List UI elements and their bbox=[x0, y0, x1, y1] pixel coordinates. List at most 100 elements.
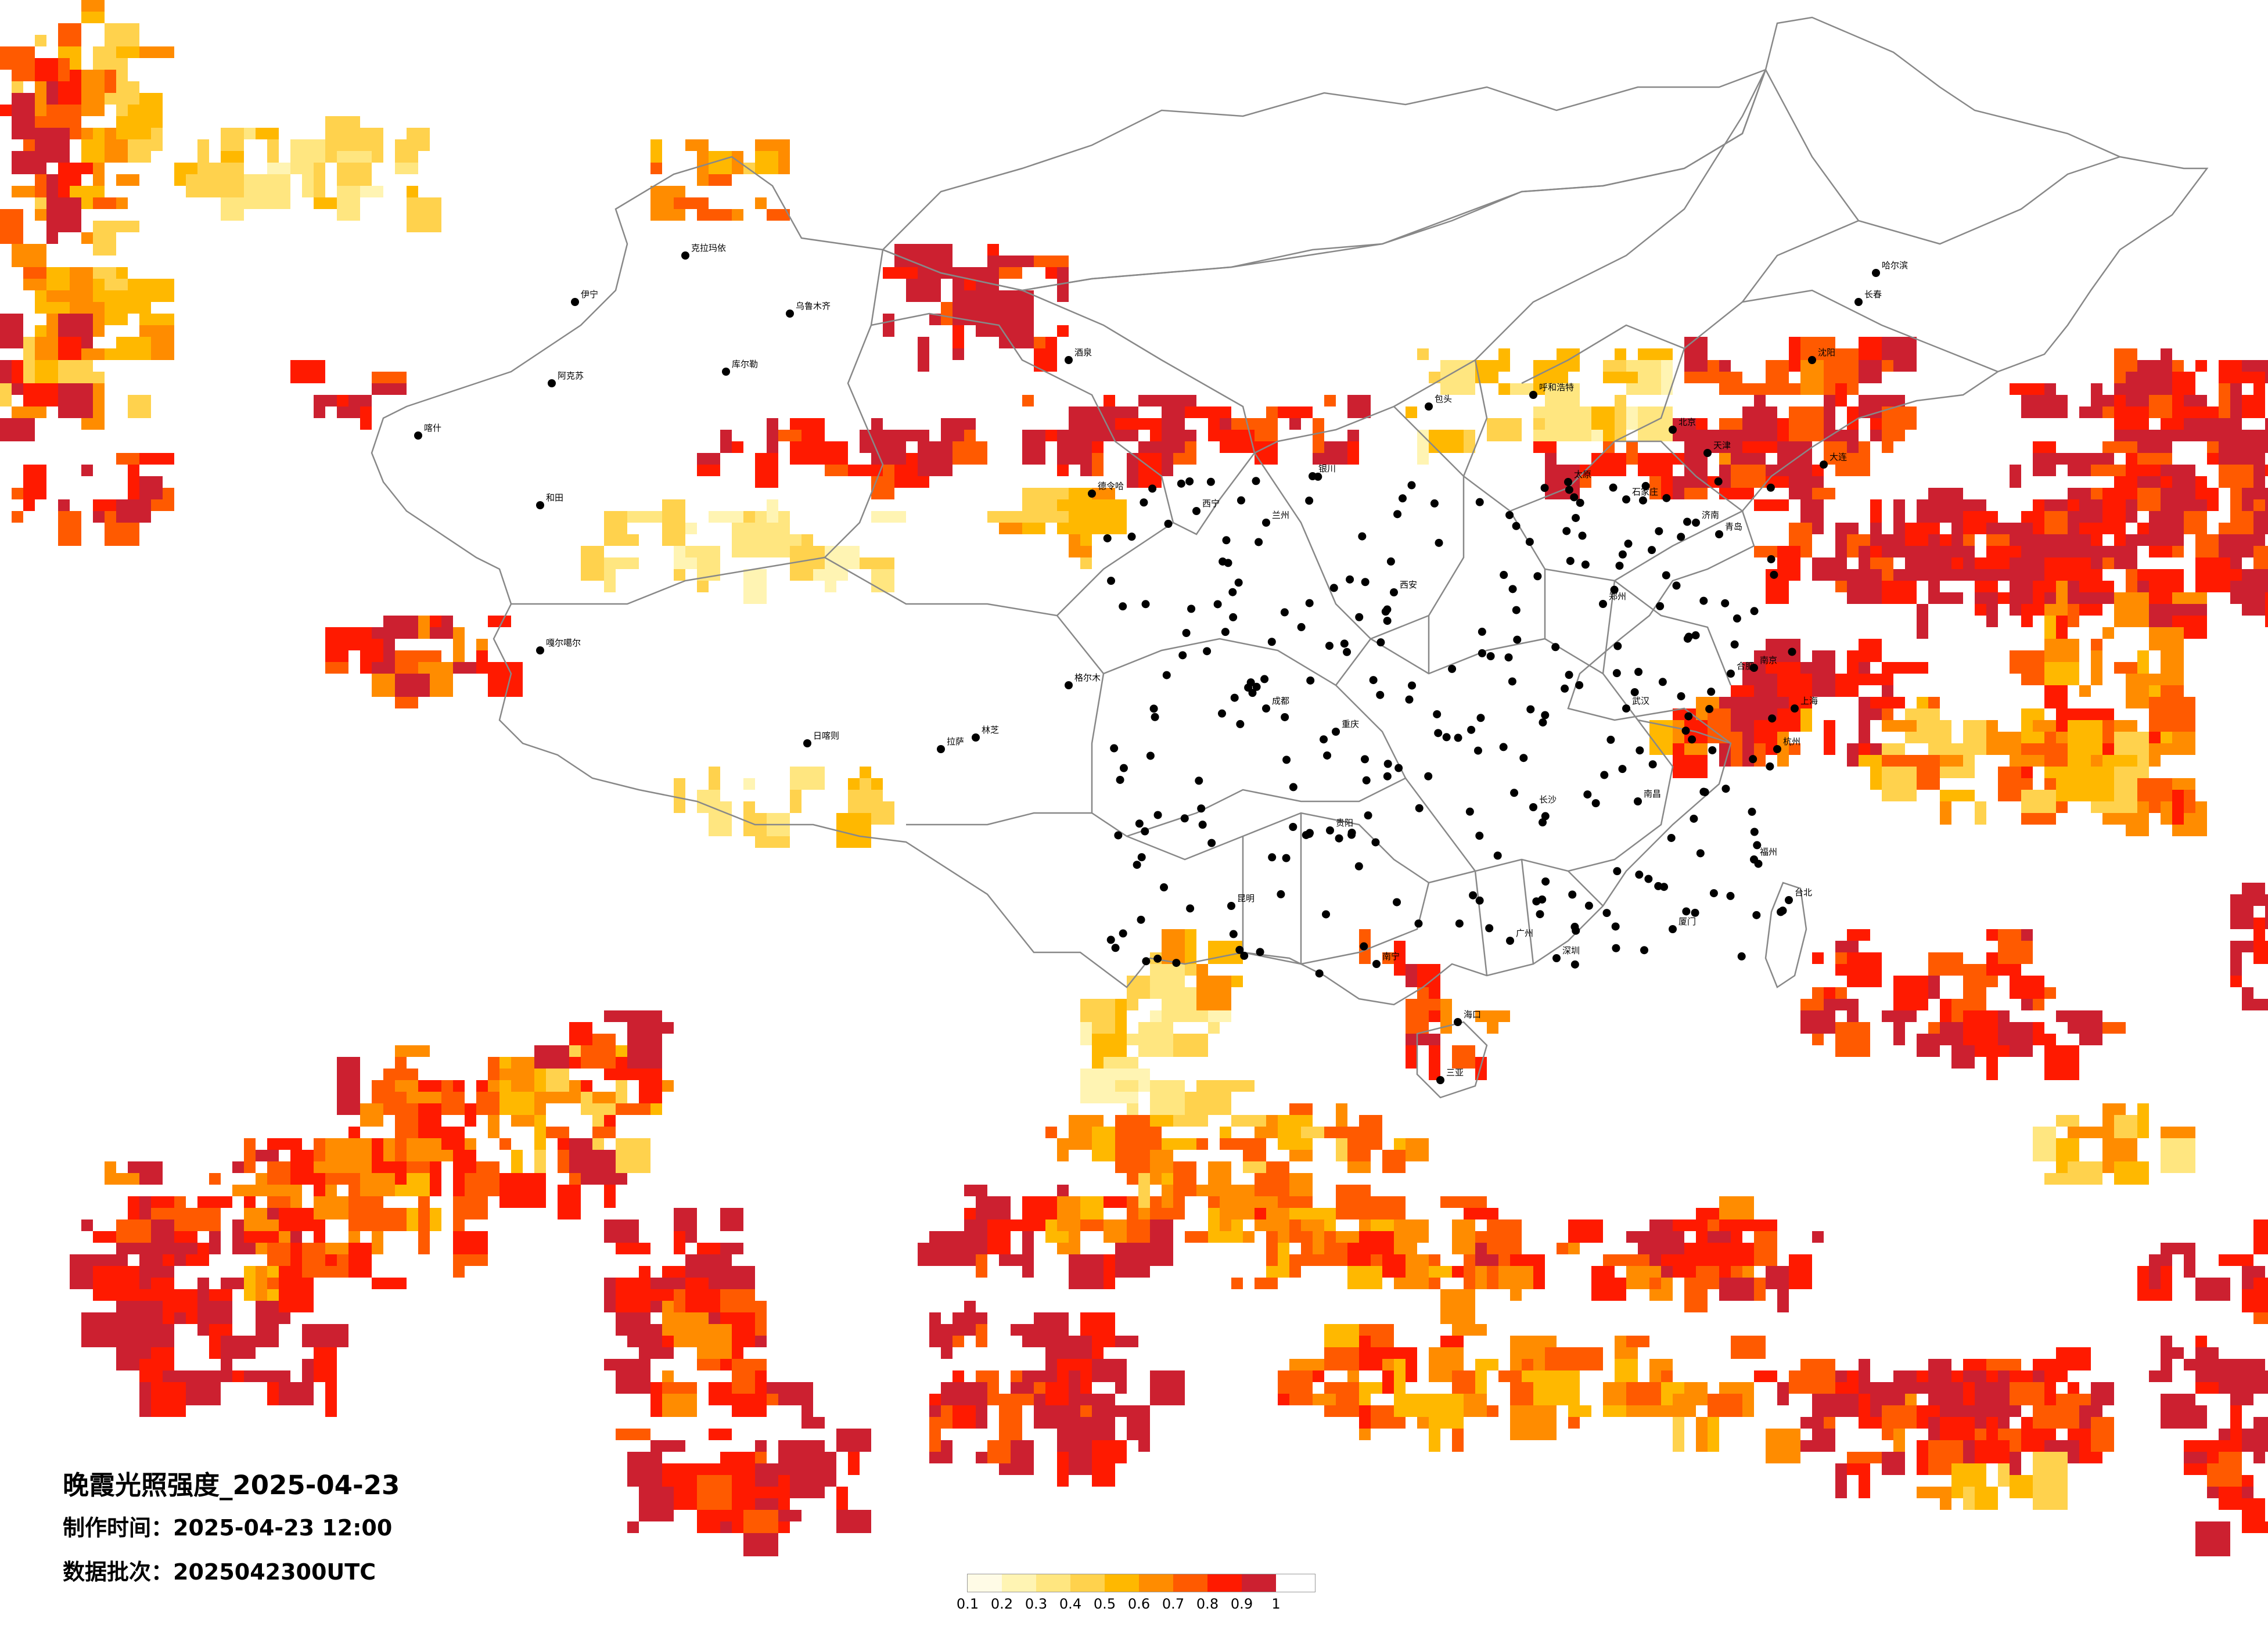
intensity-cell bbox=[2172, 546, 2184, 557]
city-dot bbox=[1153, 954, 1162, 963]
intensity-cell bbox=[1882, 743, 1905, 755]
intensity-cell bbox=[1289, 418, 1301, 430]
intensity-cell bbox=[197, 1243, 209, 1266]
intensity-cell bbox=[1766, 1429, 1800, 1463]
intensity-cell bbox=[790, 1440, 813, 1475]
intensity-cell bbox=[35, 302, 70, 314]
intensity-cell bbox=[1266, 1231, 1278, 1266]
intensity-cell bbox=[1626, 1231, 1638, 1243]
intensity-cell bbox=[1777, 546, 1800, 581]
city-dot bbox=[1228, 588, 1237, 596]
intensity-cell bbox=[2230, 534, 2253, 557]
intensity-cell bbox=[2056, 1115, 2079, 1127]
city-dot bbox=[1753, 841, 1762, 850]
intensity-cell bbox=[2195, 534, 2219, 557]
intensity-cell bbox=[1742, 383, 1777, 395]
intensity-cell bbox=[465, 1103, 476, 1127]
intensity-cell bbox=[836, 813, 871, 848]
intensity-cell bbox=[372, 383, 407, 395]
legend-swatch bbox=[1036, 1574, 1070, 1592]
intensity-cell bbox=[70, 174, 81, 186]
intensity-cell bbox=[1940, 1498, 1951, 1510]
intensity-cell bbox=[488, 616, 511, 627]
city-dot bbox=[1570, 960, 1579, 969]
intensity-cell bbox=[1406, 1394, 1440, 1417]
intensity-cell bbox=[267, 1196, 290, 1208]
city-dot bbox=[1669, 925, 1677, 933]
intensity-cell bbox=[1870, 697, 1905, 708]
intensity-cell bbox=[2102, 406, 2114, 418]
intensity-cell bbox=[2021, 813, 2056, 825]
intensity-cell bbox=[1638, 453, 1673, 476]
intensity-cell bbox=[1417, 1417, 1429, 1429]
city-dot bbox=[1667, 833, 1676, 842]
intensity-cell bbox=[1998, 767, 2021, 801]
intensity-cell bbox=[732, 1510, 743, 1533]
intensity-cell bbox=[151, 1382, 186, 1417]
intensity-cell bbox=[1859, 569, 1870, 604]
intensity-cell bbox=[1719, 1196, 1754, 1220]
intensity-cell bbox=[1487, 1220, 1510, 1254]
intensity-cell bbox=[58, 337, 81, 360]
city-dot bbox=[1768, 714, 1777, 723]
intensity-cell bbox=[1847, 999, 1859, 1022]
intensity-cell bbox=[1127, 1127, 1162, 1150]
intensity-cell bbox=[1708, 1231, 1731, 1243]
intensity-cell bbox=[418, 650, 430, 662]
city-dot bbox=[1230, 693, 1239, 702]
intensity-cell bbox=[476, 1092, 499, 1115]
city-dot bbox=[1164, 519, 1173, 528]
intensity-cell bbox=[1382, 1208, 1394, 1220]
intensity-cell bbox=[1557, 1243, 1568, 1254]
intensity-cell bbox=[569, 1034, 592, 1045]
intensity-cell bbox=[81, 70, 105, 93]
city-label: 乌鲁木齐 bbox=[796, 301, 831, 311]
city-dot bbox=[1106, 936, 1115, 944]
intensity-cell bbox=[395, 1138, 407, 1161]
city-dot bbox=[1699, 787, 1708, 796]
intensity-cell bbox=[511, 1057, 534, 1092]
intensity-cell bbox=[2230, 383, 2242, 418]
city-dot bbox=[1360, 755, 1369, 764]
city-dot bbox=[1750, 664, 1758, 672]
intensity-cell bbox=[987, 256, 999, 290]
intensity-cell bbox=[105, 221, 139, 232]
city-dot bbox=[1504, 653, 1513, 662]
intensity-cell bbox=[1498, 383, 1510, 395]
intensity-cell bbox=[836, 1429, 871, 1452]
city-dot bbox=[1237, 496, 1245, 505]
intensity-cell bbox=[1928, 697, 1940, 708]
city-dot bbox=[1570, 923, 1579, 931]
intensity-cell bbox=[325, 1382, 337, 1417]
city-dot bbox=[1305, 599, 1314, 607]
intensity-cell bbox=[290, 1231, 302, 1243]
intensity-cell bbox=[1812, 488, 1835, 499]
city-label: 阿克苏 bbox=[558, 370, 584, 381]
intensity-cell bbox=[1533, 1266, 1545, 1289]
city-dot bbox=[1137, 853, 1146, 862]
intensity-cell bbox=[1115, 1080, 1138, 1092]
city-label: 昆明 bbox=[1237, 893, 1255, 904]
intensity-cell bbox=[2056, 395, 2068, 418]
intensity-cell bbox=[93, 163, 105, 186]
intensity-cell bbox=[314, 1196, 348, 1220]
intensity-cell bbox=[1324, 1324, 1359, 1347]
intensity-cell bbox=[1429, 1417, 1440, 1452]
intensity-cell bbox=[2102, 441, 2137, 453]
intensity-cell bbox=[1092, 1440, 1127, 1463]
intensity-cell bbox=[116, 267, 128, 279]
intensity-cell bbox=[697, 453, 720, 465]
intensity-cell bbox=[685, 546, 720, 557]
city-dot bbox=[1381, 607, 1390, 616]
intensity-cell bbox=[650, 1440, 685, 1452]
intensity-cell bbox=[2207, 1289, 2230, 1301]
intensity-cell bbox=[1289, 1254, 1301, 1278]
city-dot bbox=[803, 739, 811, 747]
intensity-cell bbox=[348, 1127, 360, 1138]
city-dot bbox=[1386, 557, 1395, 566]
intensity-cell bbox=[1022, 1324, 1034, 1347]
intensity-cell bbox=[2114, 546, 2137, 569]
intensity-cell bbox=[93, 372, 105, 383]
intensity-cell bbox=[1940, 790, 1975, 801]
city-dot bbox=[1499, 743, 1508, 751]
